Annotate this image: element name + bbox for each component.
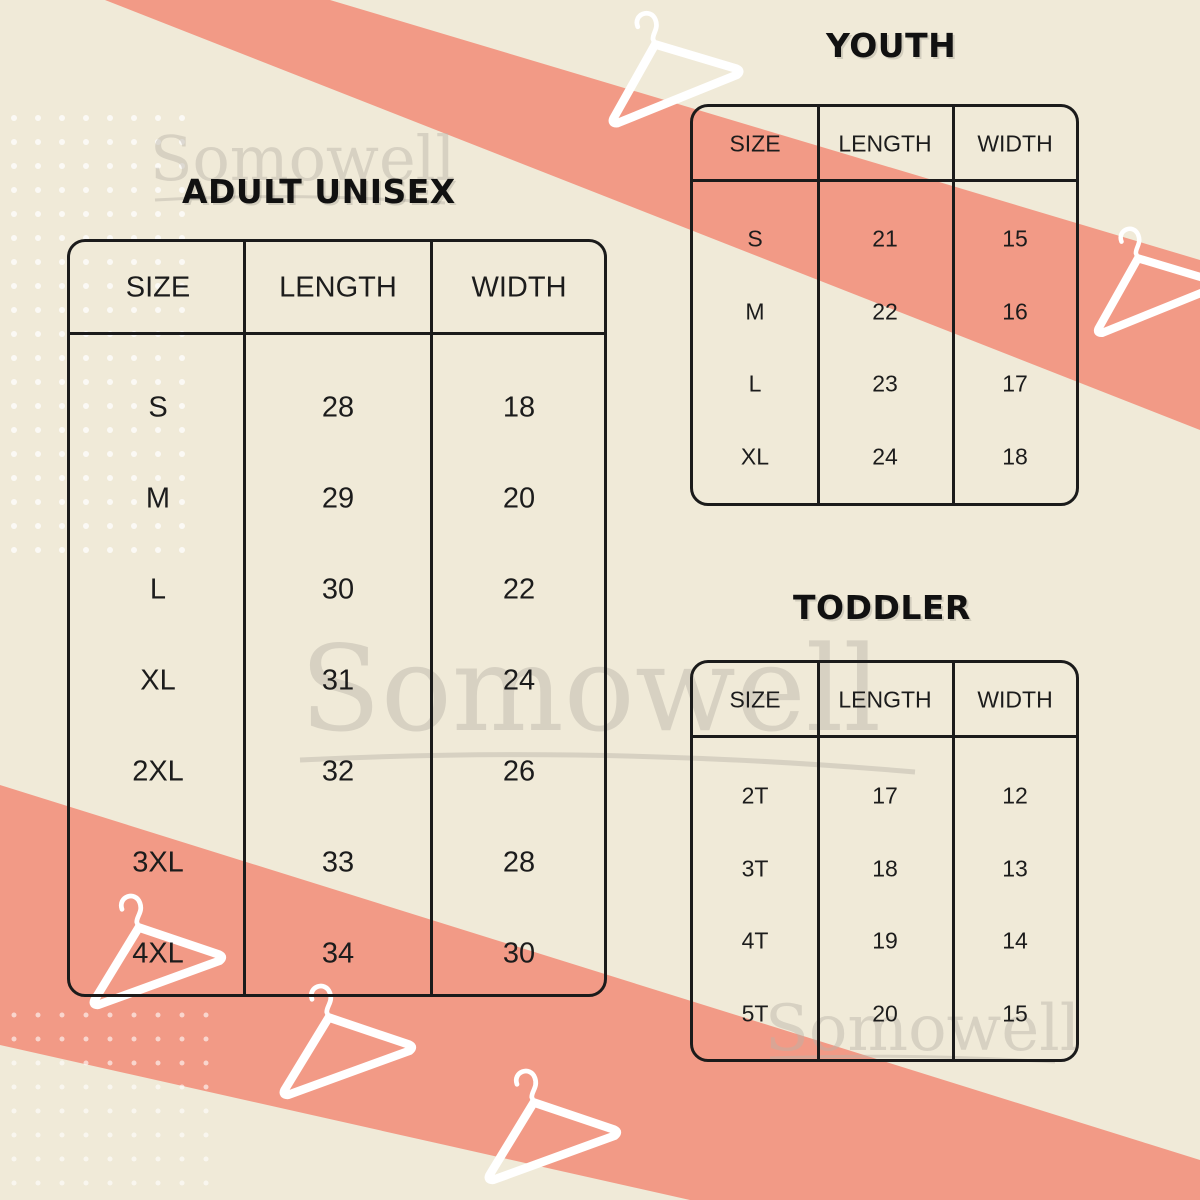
cell-size: L	[149, 573, 167, 606]
cell-size: 2T	[741, 782, 769, 809]
header-width: WIDTH	[977, 130, 1053, 157]
cell-length: 23	[872, 370, 898, 397]
cell-width: 28	[502, 846, 536, 879]
cell-width: 17	[1002, 370, 1028, 397]
cell-length: 31	[321, 664, 355, 697]
background-stripe-top	[105, 0, 1200, 430]
column-divider	[243, 242, 246, 994]
youth-size-table: SIZE LENGTH WIDTH S 21 15 M 22 16 L 23 17 XL 24 18	[690, 104, 1079, 506]
cell-length: 28	[321, 391, 355, 424]
column-divider	[817, 663, 820, 1059]
cell-size: XL	[140, 664, 176, 697]
cell-width: 12	[1002, 782, 1028, 809]
cell-width: 14	[1002, 927, 1028, 954]
header-size: SIZE	[729, 686, 781, 713]
cell-length: 29	[321, 482, 355, 515]
cell-width: 20	[502, 482, 536, 515]
watermark-text: Somowell	[150, 122, 455, 195]
header-divider	[693, 735, 1076, 738]
cell-size: M	[145, 482, 171, 515]
cell-width: 15	[1002, 1000, 1028, 1026]
cell-size: XL	[740, 443, 770, 469]
cell-length: 24	[872, 443, 898, 469]
toddler-chart-title: TODDLER	[793, 588, 971, 627]
cell-length: 21	[872, 225, 898, 252]
cell-length: 34	[321, 937, 355, 970]
header-length: LENGTH	[838, 686, 932, 713]
cell-width: 22	[502, 573, 536, 606]
cell-length: 33	[321, 846, 355, 879]
dot-pattern	[11, 115, 185, 553]
dot-pattern-bottom	[11, 1012, 209, 1186]
cell-length: 17	[872, 782, 898, 809]
cell-size: L	[748, 370, 762, 397]
column-divider	[952, 663, 955, 1059]
cell-length: 19	[872, 927, 898, 954]
cell-width: 18	[1002, 443, 1028, 469]
cell-size: 5T	[741, 1000, 769, 1026]
cell-size: S	[148, 391, 168, 424]
adult-size-table: SIZE LENGTH WIDTH S 28 18 M 29 20 L 30 22 XL 31 24 2XL 3…	[67, 239, 607, 997]
cell-width: 16	[1002, 298, 1028, 324]
cell-width: 30	[502, 937, 536, 970]
header-length: LENGTH	[279, 271, 397, 304]
cell-length: 18	[872, 855, 898, 881]
cell-length: 20	[872, 1000, 898, 1026]
column-divider	[817, 107, 820, 503]
youth-chart-title: YOUTH	[826, 26, 957, 65]
cell-size: M	[745, 298, 765, 324]
cell-width: 13	[1002, 855, 1028, 881]
header-size: SIZE	[125, 271, 191, 304]
toddler-size-table: SIZE LENGTH WIDTH 2T 17 12 3T 18 13 4T 19 14 5T 20 15	[690, 660, 1079, 1062]
header-divider	[693, 179, 1076, 182]
cell-width: 24	[502, 664, 536, 697]
adult-chart-title: ADULT UNISEX	[182, 172, 456, 211]
cell-length: 22	[872, 298, 898, 324]
column-divider	[430, 242, 433, 994]
cell-size: 3T	[741, 855, 769, 881]
cell-size: 2XL	[132, 755, 184, 788]
header-size: SIZE	[729, 130, 781, 157]
cell-size: S	[747, 225, 763, 252]
cell-size: 3XL	[132, 846, 184, 879]
cell-width: 26	[502, 755, 536, 788]
cell-width: 18	[502, 391, 536, 424]
header-width: WIDTH	[977, 686, 1053, 713]
cell-width: 15	[1002, 225, 1028, 252]
cell-size: 4T	[741, 927, 769, 954]
column-divider	[952, 107, 955, 503]
header-width: WIDTH	[471, 271, 567, 304]
cell-size: 4XL	[132, 937, 184, 970]
cell-length: 30	[321, 573, 355, 606]
cell-length: 32	[321, 755, 355, 788]
header-length: LENGTH	[838, 130, 932, 157]
header-divider	[70, 332, 604, 335]
